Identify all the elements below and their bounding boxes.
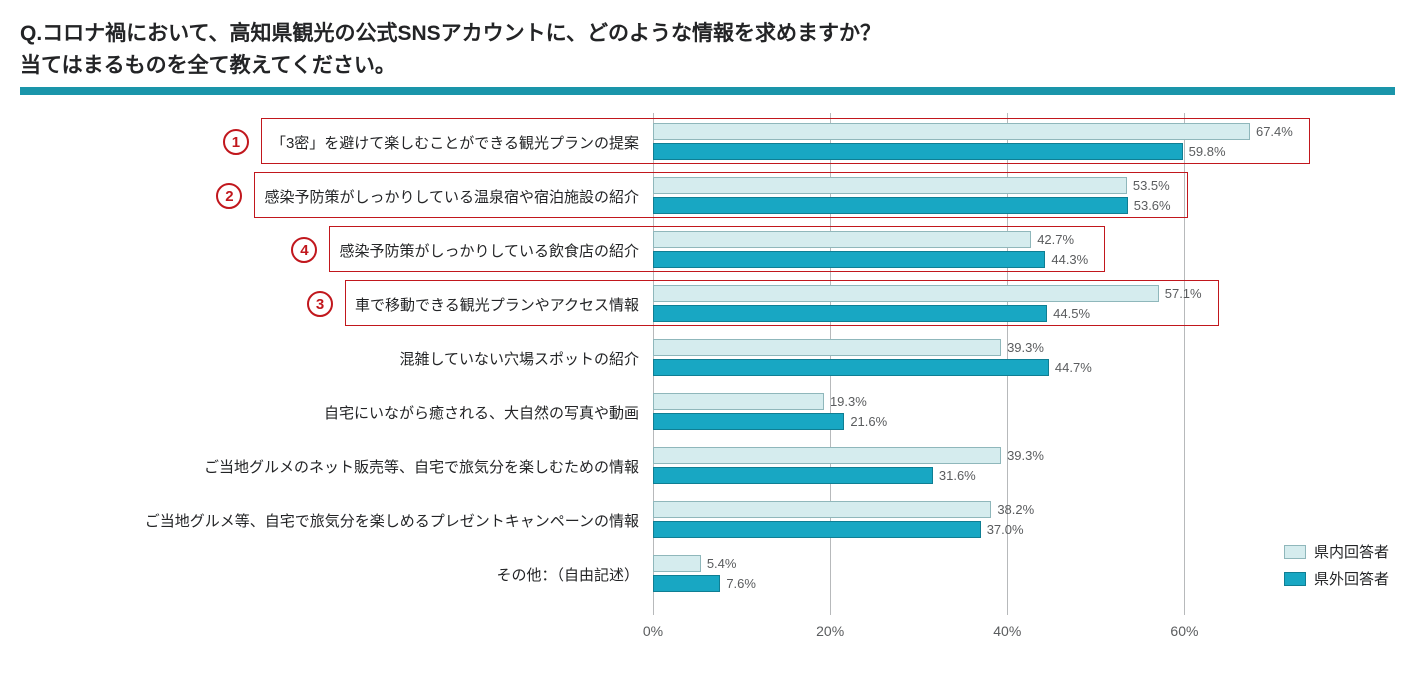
bar-series-1 [653, 177, 1127, 194]
bar-series-2 [653, 305, 1047, 322]
title-line-1: Q.コロナ禍において、高知県観光の公式SNSアカウントに、どのような情報を求めま… [20, 18, 1395, 50]
bar-series-1 [653, 123, 1250, 140]
category-label: ご当地グルメ等、自宅で旅気分を楽しめるプレゼントキャンペーンの情報 [145, 513, 639, 531]
bar-series-1 [653, 231, 1031, 248]
bar-series-2 [653, 197, 1128, 214]
bar-series-1 [653, 393, 824, 410]
legend: 県内回答者 県外回答者 [1284, 535, 1389, 595]
title-line-2: 当てはまるものを全て教えてください。 [20, 50, 1395, 82]
chart-title: Q.コロナ禍において、高知県観光の公式SNSアカウントに、どのような情報を求めま… [20, 18, 1395, 81]
bar-series-2 [653, 143, 1183, 160]
bar-value-1: 39.3% [1007, 339, 1044, 356]
bar-series-1 [653, 501, 991, 518]
bar-value-2: 59.8% [1189, 143, 1226, 160]
bar-value-2: 53.6% [1134, 197, 1171, 214]
bar-value-2: 21.6% [850, 413, 887, 430]
legend-label-1: 県内回答者 [1314, 541, 1389, 562]
category-label: 「3密」を避けて楽しむことができる観光プランの提案 [271, 135, 639, 153]
bar-value-1: 57.1% [1165, 285, 1202, 302]
bar-value-1: 53.5% [1133, 177, 1170, 194]
grid-line [1184, 113, 1185, 615]
category-label: 自宅にいながら癒される、大自然の写真や動画 [324, 405, 639, 423]
bar-value-2: 44.7% [1055, 359, 1092, 376]
bar-series-1 [653, 285, 1159, 302]
bar-value-2: 44.3% [1051, 251, 1088, 268]
title-underline [20, 87, 1395, 95]
x-tick-label: 40% [993, 623, 1021, 639]
bar-value-2: 44.5% [1053, 305, 1090, 322]
legend-swatch-2 [1284, 572, 1306, 586]
bar-series-2 [653, 467, 933, 484]
bar-value-1: 38.2% [997, 501, 1034, 518]
bar-series-1 [653, 339, 1001, 356]
bar-series-1 [653, 555, 701, 572]
bar-value-1: 67.4% [1256, 123, 1293, 140]
category-label: その他：（自由記述） [496, 567, 639, 585]
rank-badge: 2 [216, 183, 242, 209]
bar-value-2: 31.6% [939, 467, 976, 484]
bar-series-2 [653, 251, 1045, 268]
legend-item-1: 県内回答者 [1284, 541, 1389, 562]
x-tick-label: 0% [643, 623, 663, 639]
bar-value-2: 7.6% [726, 575, 756, 592]
rank-badge: 3 [307, 291, 333, 317]
category-label: 感染予防策がしっかりしている温泉宿や宿泊施設の紹介 [264, 189, 639, 207]
bar-series-2 [653, 359, 1049, 376]
rank-badge: 1 [223, 129, 249, 155]
legend-item-2: 県外回答者 [1284, 568, 1389, 589]
bar-chart: 0% 20% 40% 60% 67.4% 59.8% 53.5% 53.6% 42.7% 44.3… [20, 113, 1395, 673]
plot-area: 0%20%40%60%67.4%59.8%53.5%53.6%42.7%44.3… [653, 113, 1273, 633]
category-label: 車で移動できる観光プランやアクセス情報 [355, 297, 639, 315]
bar-value-1: 5.4% [707, 555, 737, 572]
bar-value-1: 42.7% [1037, 231, 1074, 248]
bar-series-2 [653, 521, 981, 538]
rank-badge: 4 [291, 237, 317, 263]
bar-value-2: 37.0% [987, 521, 1024, 538]
legend-label-2: 県外回答者 [1314, 568, 1389, 589]
category-label: 混雑していない穴場スポットの紹介 [399, 351, 639, 369]
category-label: ご当地グルメのネット販売等、自宅で旅気分を楽しむための情報 [204, 459, 639, 477]
bar-value-1: 19.3% [830, 393, 867, 410]
bar-series-2 [653, 413, 844, 430]
bar-series-1 [653, 447, 1001, 464]
bar-series-2 [653, 575, 720, 592]
legend-swatch-1 [1284, 545, 1306, 559]
x-tick-label: 20% [816, 623, 844, 639]
bar-value-1: 39.3% [1007, 447, 1044, 464]
x-tick-label: 60% [1170, 623, 1198, 639]
category-label: 感染予防策がしっかりしている飲食店の紹介 [339, 243, 639, 261]
